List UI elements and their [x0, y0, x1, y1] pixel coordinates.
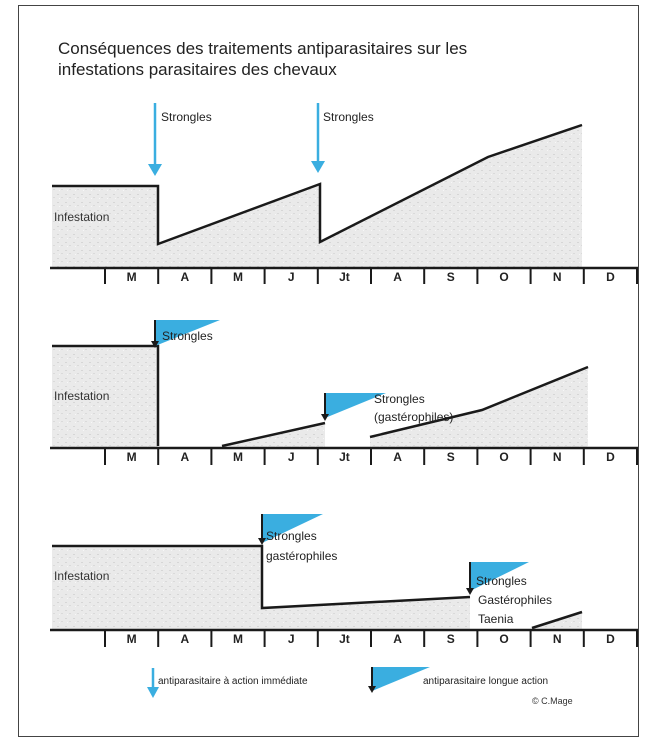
- panel-2-treatment-2: Strongles (gastérophiles): [321, 392, 453, 424]
- panel-2: Infestation Strongles Strongles (gastéro…: [50, 320, 638, 465]
- month-label: A: [393, 270, 402, 284]
- panel-2-y-label: Infestation: [54, 389, 109, 403]
- long-acting-flag-icon: [262, 514, 323, 543]
- panel-1-treatment-1-label: Strongles: [161, 110, 212, 124]
- long-acting-flag-icon: [155, 320, 220, 346]
- panel-1-treatment-2: Strongles: [311, 103, 374, 173]
- month-label: D: [606, 632, 615, 646]
- panel-3-treatment-2: Strongles Gastérophiles Taenia: [466, 562, 552, 626]
- month-label: S: [447, 270, 455, 284]
- panel-3-month-axis: M A M J Jt A S O N D: [50, 628, 638, 647]
- figure-title: Conséquences des traitements antiparasit…: [58, 39, 468, 79]
- panel-3: Infestation Strongles gastérophiles Stro…: [50, 514, 638, 647]
- month-label: S: [447, 632, 455, 646]
- panel-1-infestation-area: [52, 125, 582, 268]
- month-label: D: [606, 450, 615, 464]
- long-acting-arrowhead-icon: [258, 538, 266, 545]
- panel-1-y-label: Infestation: [54, 210, 109, 224]
- month-label: N: [553, 450, 562, 464]
- panel-1-treatment-2-label: Strongles: [323, 110, 374, 124]
- month-label: A: [180, 632, 189, 646]
- long-acting-flag-icon: [325, 393, 386, 418]
- month-label: J: [288, 450, 295, 464]
- month-label: A: [180, 270, 189, 284]
- month-label: Jt: [339, 632, 350, 646]
- legend-immediate: antiparasitaire à action immédiate: [147, 668, 308, 698]
- panel-2-infestation-area: [52, 346, 158, 448]
- panel-3-treatment-2-label: Strongles: [476, 574, 527, 588]
- panel-2-infestation-curve: [369, 365, 589, 439]
- legend-immediate-label: antiparasitaire à action immédiate: [158, 676, 308, 687]
- panel-2-treatment-2-sublabel: (gastérophiles): [374, 410, 453, 424]
- month-label: O: [499, 450, 508, 464]
- month-label: Jt: [339, 450, 350, 464]
- panel-1-treatment-1: Strongles: [148, 103, 212, 176]
- month-label: Jt: [339, 270, 350, 284]
- panel-2-infestation-area: [370, 367, 588, 448]
- immediate-arrowhead-icon: [147, 687, 159, 698]
- panel-3-infestation-curve: [531, 610, 583, 630]
- month-label: D: [606, 270, 615, 284]
- month-label: J: [288, 270, 295, 284]
- month-label: M: [127, 632, 137, 646]
- panel-3-treatment-2-sublabel-2: Taenia: [478, 612, 514, 626]
- panel-3-treatment-2-sublabel: Gastérophiles: [478, 593, 552, 607]
- panel-3-treatment-1-label: Strongles: [266, 529, 317, 543]
- month-label: M: [233, 450, 243, 464]
- panel-3-treatment-1-sublabel: gastérophiles: [266, 549, 337, 563]
- long-acting-arrowhead-icon: [321, 414, 329, 421]
- month-label: O: [499, 632, 508, 646]
- month-label: A: [393, 632, 402, 646]
- month-label: N: [553, 270, 562, 284]
- panel-2-infestation-curve: [221, 421, 326, 448]
- month-label: S: [447, 450, 455, 464]
- panel-3-treatment-1: Strongles gastérophiles: [258, 514, 337, 563]
- panel-3-y-label: Infestation: [54, 569, 109, 583]
- legend-long-acting-label: antiparasitaire longue action: [423, 676, 548, 687]
- month-label: M: [127, 270, 137, 284]
- panel-2-treatment-2-label: Strongles: [374, 392, 425, 406]
- month-label: N: [553, 632, 562, 646]
- panel-1-infestation-curve: [52, 123, 583, 246]
- month-label: M: [233, 632, 243, 646]
- panel-2-month-axis: M A M J Jt A S O N D: [50, 446, 638, 465]
- month-label: A: [393, 450, 402, 464]
- legend-long-acting: antiparasitaire longue action: [368, 667, 548, 693]
- month-label: M: [233, 270, 243, 284]
- panel-2-treatment-1-label: Strongles: [162, 329, 213, 343]
- panel-3-infestation-curve: [52, 544, 471, 610]
- long-acting-arrowhead-icon: [368, 686, 376, 693]
- month-label: A: [180, 450, 189, 464]
- panel-1-month-axis: M A M J Jt A S O N D: [50, 266, 638, 284]
- long-acting-arrowhead-icon: [151, 341, 159, 348]
- long-acting-arrowhead-icon: [466, 588, 474, 595]
- panel-2-infestation-curve: [52, 344, 160, 446]
- panel-2-treatment-1: Strongles: [151, 320, 220, 348]
- copyright: © C.Mage: [532, 696, 573, 706]
- immediate-arrowhead-icon: [311, 161, 325, 173]
- long-acting-flag-icon: [470, 562, 529, 591]
- legend: antiparasitaire à action immédiate antip…: [147, 667, 548, 698]
- month-label: O: [499, 270, 508, 284]
- month-label: J: [288, 632, 295, 646]
- long-acting-flag-icon: [372, 667, 430, 691]
- month-label: M: [127, 450, 137, 464]
- immediate-arrowhead-icon: [148, 164, 162, 176]
- panel-1: Infestation Strongles Strongles M A M J Jt A S…: [50, 103, 638, 284]
